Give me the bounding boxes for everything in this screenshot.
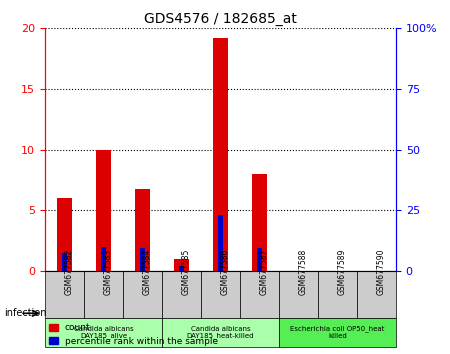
Text: GSM677588: GSM677588	[298, 248, 307, 295]
Title: GDS4576 / 182685_at: GDS4576 / 182685_at	[144, 12, 297, 26]
Text: Escherichia coli OP50_heat
killed: Escherichia coli OP50_heat killed	[290, 326, 385, 339]
Legend: count, percentile rank within the sample: count, percentile rank within the sample	[45, 320, 221, 349]
FancyBboxPatch shape	[162, 271, 201, 318]
Text: GSM677582: GSM677582	[64, 248, 73, 295]
Text: GSM677590: GSM677590	[377, 248, 386, 295]
Text: GSM677583: GSM677583	[104, 248, 112, 295]
Bar	[62, 253, 68, 271]
Bar	[213, 38, 228, 271]
FancyBboxPatch shape	[279, 271, 318, 318]
FancyBboxPatch shape	[84, 271, 123, 318]
Text: GSM677584: GSM677584	[143, 248, 152, 295]
Bar	[135, 189, 150, 271]
FancyBboxPatch shape	[123, 271, 162, 318]
Text: GSM677585: GSM677585	[181, 248, 190, 295]
FancyBboxPatch shape	[279, 318, 396, 347]
Bar	[140, 248, 145, 271]
Text: Candida albicans
DAY185_heat-killed: Candida albicans DAY185_heat-killed	[187, 326, 254, 339]
Bar	[218, 215, 224, 271]
Bar	[179, 266, 184, 271]
Text: GSM677587: GSM677587	[260, 248, 269, 295]
Bar	[57, 198, 72, 271]
FancyBboxPatch shape	[201, 271, 240, 318]
Bar	[101, 247, 106, 271]
Text: Candida albicans
DAY185_alive: Candida albicans DAY185_alive	[74, 326, 133, 339]
FancyBboxPatch shape	[162, 318, 279, 347]
FancyBboxPatch shape	[240, 271, 279, 318]
FancyBboxPatch shape	[318, 271, 357, 318]
FancyBboxPatch shape	[357, 271, 396, 318]
Bar	[252, 174, 267, 271]
Text: GSM677589: GSM677589	[338, 248, 346, 295]
FancyBboxPatch shape	[45, 318, 162, 347]
Text: infection: infection	[4, 308, 47, 318]
FancyBboxPatch shape	[45, 271, 84, 318]
Bar	[256, 248, 262, 271]
Bar	[96, 150, 111, 271]
Text: GSM677586: GSM677586	[220, 248, 230, 295]
Bar	[174, 259, 189, 271]
